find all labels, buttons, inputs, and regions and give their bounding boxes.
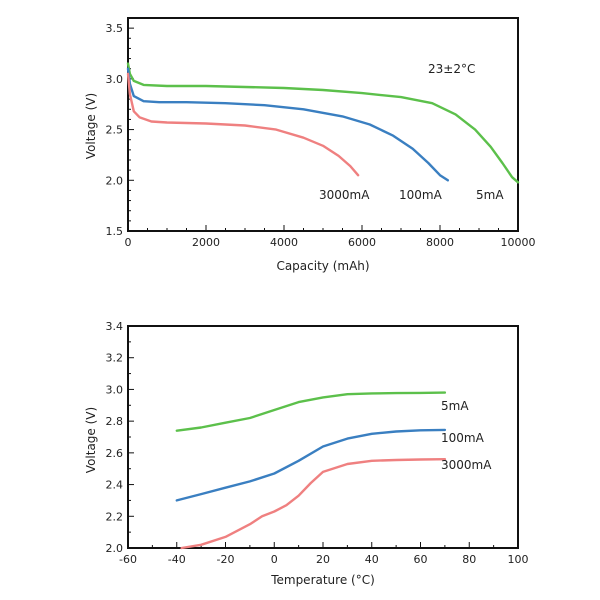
chart1-x-tick-label: 10000 xyxy=(501,236,536,249)
chart2-x-tick-label: -40 xyxy=(168,553,186,566)
chart1-temperature-annotation: 23±2°C xyxy=(428,62,475,76)
chart1-y-tick-label: 2.0 xyxy=(106,174,124,187)
chart1-label-3000mA: 3000mA xyxy=(319,188,370,202)
chart1-y-axis-label: Voltage (V) xyxy=(84,93,98,159)
chart1-y-tick-label: 3.0 xyxy=(106,73,124,86)
chart2-y-tick-label: 2.2 xyxy=(106,510,124,523)
chart2-series-100mA xyxy=(175,428,447,502)
chart2-x-tick-label: 60 xyxy=(414,553,428,566)
chart2-y-axis-label: Voltage (V) xyxy=(84,407,98,473)
chart2-y-tick-label: 3.0 xyxy=(106,383,124,396)
chart1-series-3000mA xyxy=(126,72,360,177)
capacity-voltage-chart: 1.5 2.0 2.5 3.0 3.5 0 2000 4000 6000 8000 10000 Ca… xyxy=(84,17,536,273)
chart2-x-tick-label: 100 xyxy=(508,553,529,566)
chart2-x-tick-label: 20 xyxy=(316,553,330,566)
chart1-label-100mA: 100mA xyxy=(399,188,443,202)
chart2-label-3000mA: 3000mA xyxy=(441,458,492,472)
chart1-x-tick-label: 0 xyxy=(125,236,132,249)
chart2-series-5mA xyxy=(175,391,447,432)
chart2-y-tick-label: 3.2 xyxy=(106,352,124,365)
chart1-series-100mA xyxy=(126,67,449,182)
chart2-y-tick-label: 2.0 xyxy=(106,542,124,555)
chart2-series xyxy=(175,391,447,550)
chart1-x-axis-label: Capacity (mAh) xyxy=(276,259,369,273)
chart1-axes: 1.5 2.0 2.5 3.0 3.5 0 2000 4000 6000 8000 10000 xyxy=(106,17,536,249)
chart2-series-3000mA xyxy=(180,458,447,550)
chart2-x-tick-label: -20 xyxy=(217,553,235,566)
chart2-x-tick-label: 80 xyxy=(462,553,476,566)
chart1-label-5mA: 5mA xyxy=(476,188,504,202)
chart1-series xyxy=(126,62,520,184)
chart1-x-tick-label: 2000 xyxy=(192,236,220,249)
chart2-x-tick-label: 40 xyxy=(365,553,379,566)
temperature-voltage-chart: 2.0 2.2 2.4 2.6 2.8 3.0 3.2 3.4 -60 -40 -20 0 20 40 60… xyxy=(84,320,529,587)
chart2-axes: 2.0 2.2 2.4 2.6 2.8 3.0 3.2 3.4 -60 -40 -20 0 20 40 60… xyxy=(106,320,529,566)
chart2-y-tick-label: 2.4 xyxy=(106,479,124,492)
chart1-y-tick-label: 2.5 xyxy=(106,124,124,137)
chart2-y-tick-label: 3.4 xyxy=(106,320,124,333)
chart2-label-100mA: 100mA xyxy=(441,431,485,445)
chart2-x-tick-label: 0 xyxy=(271,553,278,566)
chart1-y-tick-label: 3.5 xyxy=(106,22,124,35)
chart1-y-tick-label: 1.5 xyxy=(106,225,124,238)
chart2-x-tick-label: -60 xyxy=(119,553,137,566)
chart1-x-tick-label: 6000 xyxy=(348,236,376,249)
chart2-label-5mA: 5mA xyxy=(441,399,469,413)
chart1-x-tick-label: 4000 xyxy=(270,236,298,249)
chart2-y-tick-label: 2.6 xyxy=(106,447,124,460)
chart1-x-tick-label: 8000 xyxy=(426,236,454,249)
chart2-y-tick-label: 2.8 xyxy=(106,415,124,428)
chart1-series-5mA xyxy=(126,62,520,184)
chart2-x-axis-label: Temperature (°C) xyxy=(270,573,375,587)
